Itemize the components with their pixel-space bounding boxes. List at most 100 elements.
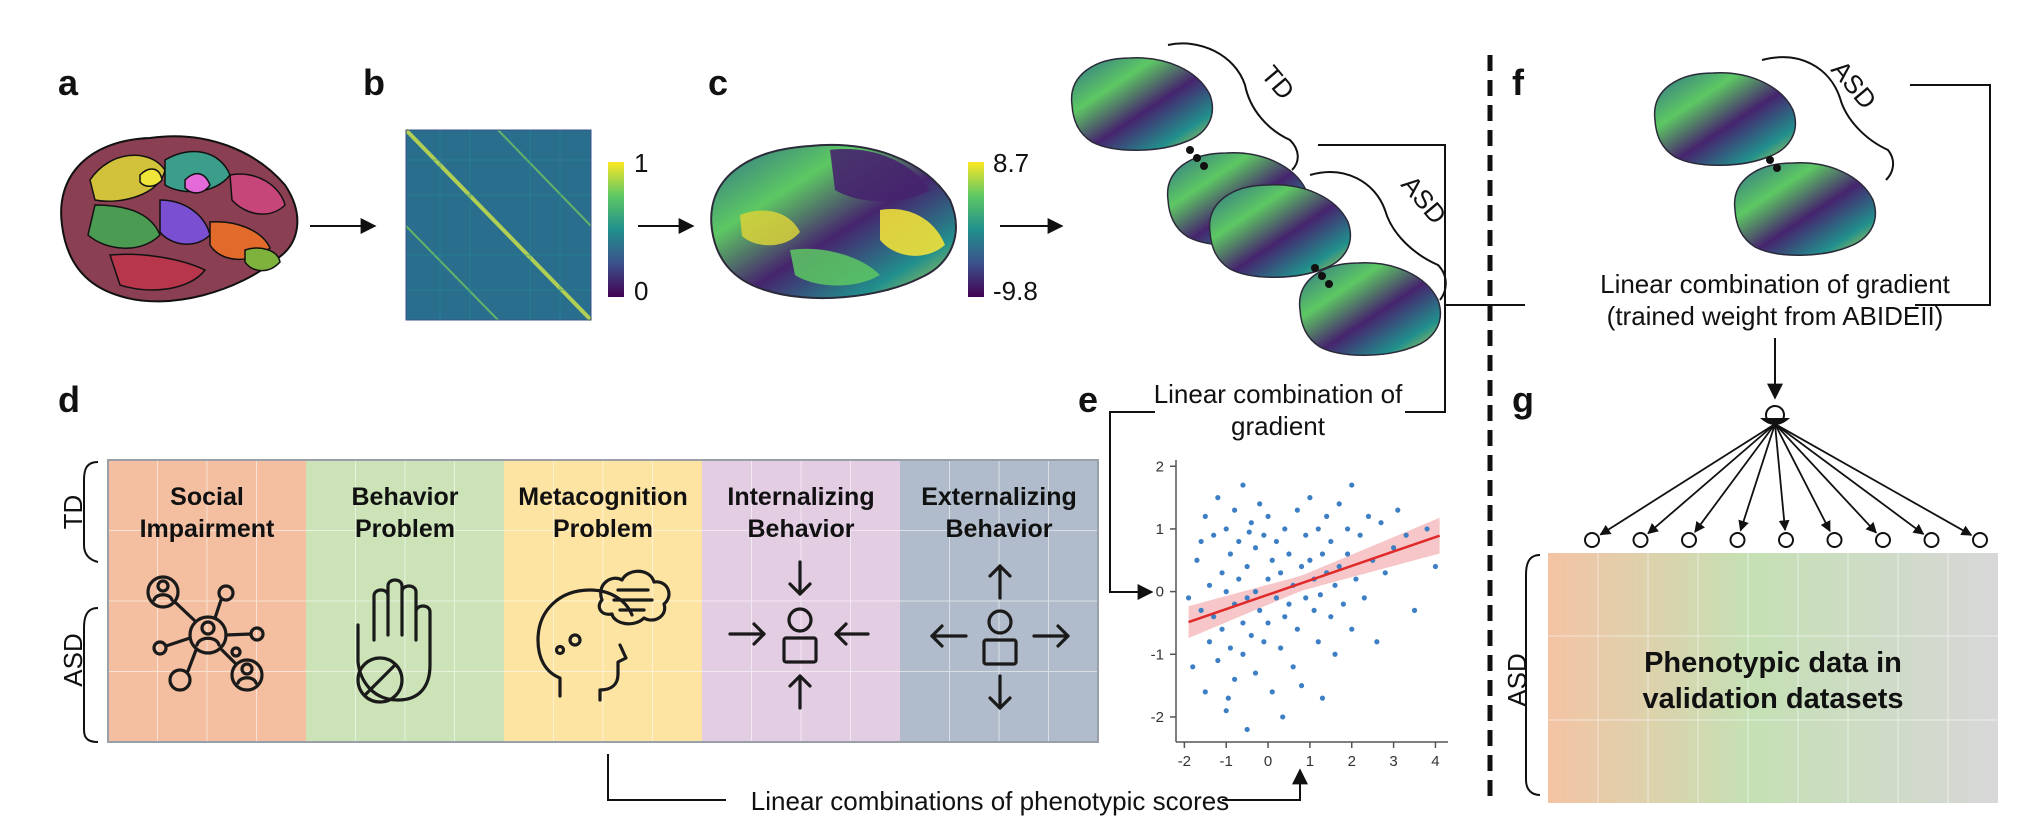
scatter-point — [1244, 595, 1250, 601]
output-node — [1681, 532, 1697, 548]
scatter-point — [1282, 614, 1288, 620]
panel-label-c: c — [708, 62, 728, 103]
panel-label-d: d — [58, 379, 80, 420]
scatter-point — [1215, 657, 1221, 664]
scatter-point — [1332, 651, 1338, 657]
output-node — [1729, 532, 1746, 548]
x-tick-label: -2 — [1178, 753, 1191, 770]
weight-fan — [1584, 405, 1988, 548]
connector-phenotypic-left — [607, 754, 726, 801]
scatter-point — [1211, 532, 1217, 538]
brain-thumbnail — [1733, 162, 1877, 256]
scatter-point — [1227, 551, 1233, 557]
scatter-plot: -2 -1 0 1 2 3 4 2 1 0 -1 -2 — [1151, 458, 1448, 770]
x-tick-label: 4 — [1431, 753, 1439, 770]
output-node — [1972, 532, 1988, 548]
scatter-point — [1194, 557, 1200, 563]
scatter-point — [1336, 563, 1342, 570]
x-tick-label: 1 — [1306, 753, 1314, 770]
scatter-point — [1294, 507, 1300, 513]
scatter-point — [1190, 664, 1196, 670]
scatter-point — [1432, 563, 1439, 570]
trained-label-line1: Linear combination of gradient — [1600, 269, 1951, 299]
scatter-point — [1298, 683, 1305, 689]
scatter-point — [1225, 695, 1231, 701]
panel-label-a: a — [58, 62, 79, 103]
scatter-point — [1227, 645, 1233, 651]
colorbar-b — [608, 162, 624, 297]
scatter-point — [1403, 532, 1409, 538]
scatter-point — [1219, 626, 1225, 632]
scatter-point — [1240, 482, 1246, 488]
scatter-point — [1185, 595, 1192, 601]
stop-hand-icon — [356, 578, 432, 704]
panel-label-b: b — [363, 62, 385, 103]
scatter-point — [1231, 676, 1238, 682]
scatter-point — [1278, 645, 1284, 651]
scatter-point — [1349, 626, 1355, 632]
scatter-point — [1269, 689, 1275, 695]
scatter-point — [1261, 532, 1267, 538]
parcellated-brain-image — [60, 135, 299, 303]
scatter-point — [1315, 526, 1321, 532]
category-title-line2: Problem — [355, 515, 455, 543]
weight-arrow — [1774, 423, 1973, 536]
scatter-point — [1344, 526, 1351, 532]
scatter-point — [1257, 607, 1263, 614]
weight-arrow — [1694, 423, 1776, 533]
scatter-point — [1328, 538, 1334, 545]
y-tick-label: -1 — [1151, 646, 1164, 663]
validation-label-line2: validation datasets — [1642, 683, 1903, 715]
scatter-point — [1303, 595, 1309, 601]
asd-label-left: ASD — [58, 633, 88, 686]
scatter-point — [1265, 620, 1271, 626]
scatter-point — [1319, 551, 1326, 557]
scatter-point — [1411, 607, 1418, 614]
scatter-point — [1361, 595, 1367, 601]
linear-combination-label-line1: Linear combination of — [1154, 379, 1403, 409]
output-node — [1584, 532, 1600, 548]
weight-arrow — [1774, 423, 1831, 533]
brain-thumbnail — [1653, 72, 1797, 166]
scatter-point — [1236, 576, 1242, 582]
scatter-point — [1231, 507, 1238, 513]
scatter-point — [1340, 601, 1346, 607]
x-tick-label: -1 — [1220, 753, 1233, 770]
arrow-into-scatter — [1109, 411, 1155, 600]
scatter-point — [1206, 582, 1213, 588]
scatter-point — [1391, 545, 1397, 551]
social-network-icon — [146, 575, 265, 692]
y-tick-label: 2 — [1156, 458, 1164, 475]
bracket-f — [1910, 84, 1991, 306]
category-title-line2: Behavior — [946, 515, 1053, 543]
scatter-point — [1357, 532, 1363, 538]
scatter-point — [1211, 614, 1217, 620]
connectivity-matrix — [404, 128, 593, 322]
asd-brain-pair: ASD — [1653, 55, 1894, 256]
colorbar-c-max: 8.7 — [993, 148, 1029, 178]
td-label-left: TD — [58, 495, 88, 530]
scatter-point — [1307, 495, 1313, 501]
category-title-line1: Social — [170, 483, 244, 511]
category-title-line1: Behavior — [352, 483, 459, 511]
scatter-point — [1215, 495, 1221, 501]
scatter-point — [1202, 513, 1208, 520]
weight-arrow — [1774, 423, 1925, 535]
scatter-point — [1269, 557, 1275, 563]
panel-label-g: g — [1512, 379, 1534, 420]
scatter-point — [1202, 689, 1208, 695]
brain-thumbnail — [1208, 184, 1352, 278]
scatter-point — [1223, 708, 1229, 714]
arrows-inward-icon — [728, 560, 870, 710]
weight-arrow — [1647, 423, 1776, 535]
output-node — [1923, 532, 1940, 548]
output-node — [1632, 532, 1649, 548]
scatter-point — [1240, 651, 1246, 657]
weight-arrow — [1774, 423, 1877, 534]
scatter-point — [1424, 526, 1430, 532]
scatter-point — [1273, 595, 1280, 601]
scatter-point — [1248, 520, 1254, 526]
scatter-point — [1353, 576, 1359, 582]
scatter-point — [1332, 582, 1338, 588]
x-tick-label: 0 — [1264, 753, 1272, 770]
